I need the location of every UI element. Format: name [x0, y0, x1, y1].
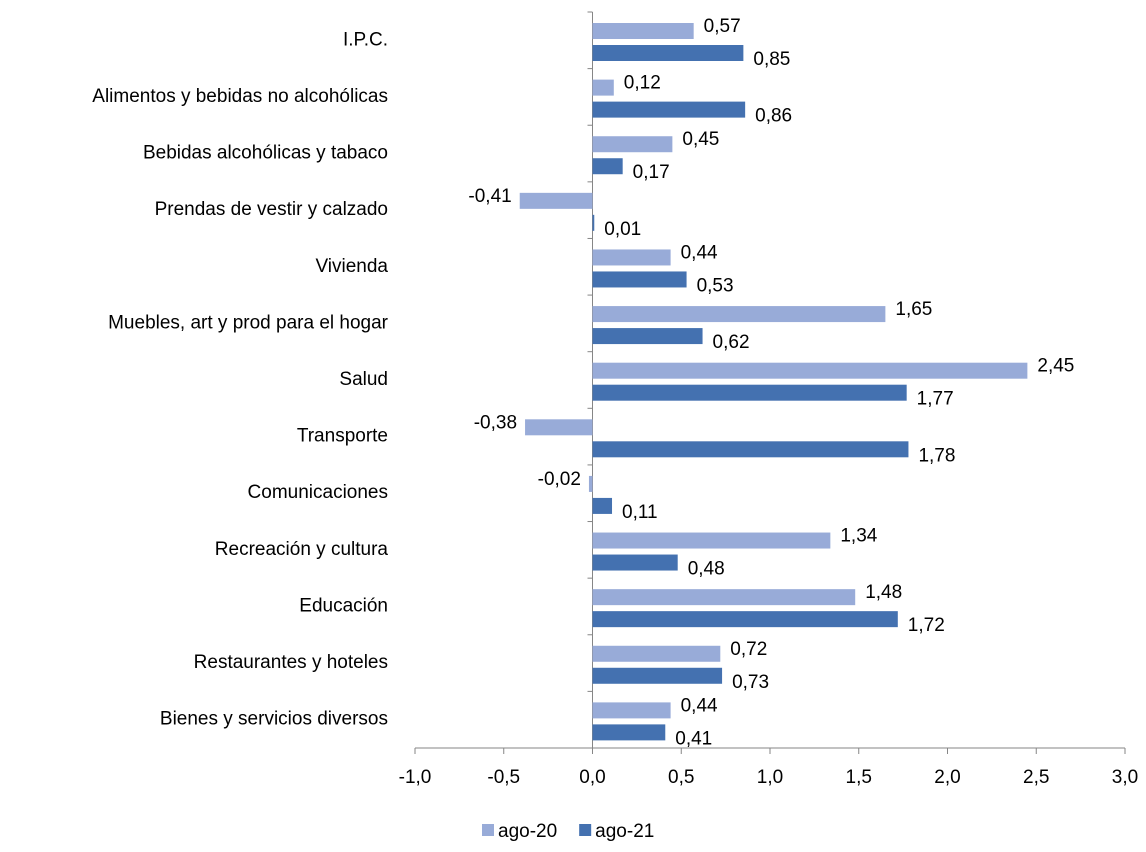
value-label: 0,44 [681, 695, 718, 716]
x-tick-label: 0,5 [668, 767, 694, 788]
category-label: Comunicaciones [248, 482, 388, 503]
value-label: 0,62 [713, 332, 750, 353]
category-label: Transporte [297, 426, 388, 447]
bar [592, 271, 687, 288]
bar [592, 702, 671, 719]
bar [592, 214, 595, 231]
category-label: Salud [339, 369, 388, 390]
bar [592, 101, 746, 118]
value-label: 0,73 [732, 672, 769, 693]
category-label: Educación [299, 595, 388, 616]
legend-swatch [482, 824, 494, 836]
category-label: I.P.C. [343, 29, 388, 50]
bar [592, 554, 678, 571]
value-label: 0,86 [755, 106, 792, 127]
legend-swatch [579, 824, 592, 836]
value-label: 0,01 [604, 219, 641, 240]
category-label: Bebidas alcohólicas y tabaco [143, 143, 388, 164]
bar [592, 249, 671, 266]
bar [592, 384, 907, 401]
bar [592, 497, 613, 514]
value-label: 0,12 [624, 73, 661, 94]
legend-label: ago-20 [498, 821, 557, 842]
value-label: 0,45 [682, 129, 719, 150]
category-label: Recreación y cultura [215, 539, 389, 560]
bar [592, 23, 694, 39]
category-label: Vivienda [315, 256, 388, 277]
bar [592, 589, 856, 606]
bar [519, 192, 593, 209]
x-tick-label: 1,0 [757, 767, 783, 788]
value-label: 0,17 [633, 162, 670, 183]
category-label: Muebles, art y prod para el hogar [108, 312, 389, 333]
value-label: 0,85 [753, 49, 790, 70]
bar [592, 79, 614, 96]
value-label: 1,72 [908, 615, 945, 636]
value-label: 1,34 [840, 526, 877, 547]
bar [592, 362, 1028, 379]
bar [592, 441, 909, 458]
value-label: 0,11 [622, 502, 658, 523]
x-tick-label: 3,0 [1112, 767, 1138, 788]
bar [592, 45, 744, 61]
bar [592, 667, 723, 684]
bar [592, 136, 673, 153]
value-label: 0,53 [697, 275, 734, 296]
category-label: Alimentos y bebidas no alcohólicas [92, 86, 388, 107]
x-tick-label: 0,0 [579, 767, 605, 788]
x-tick-label: 1,5 [846, 767, 872, 788]
value-label: -0,41 [468, 186, 511, 207]
value-label: 0,57 [704, 16, 741, 37]
category-label: Prendas de vestir y calzado [155, 199, 388, 220]
value-label: 0,72 [730, 639, 767, 660]
value-label: -0,38 [474, 412, 517, 433]
bar [592, 645, 721, 662]
x-tick-label: -0,5 [487, 767, 520, 788]
value-label: 1,48 [865, 582, 902, 603]
value-label: -0,02 [538, 469, 581, 490]
bar [525, 419, 593, 436]
legend-label: ago-21 [595, 821, 654, 842]
bar [592, 532, 831, 549]
category-label: Bienes y servicios diversos [160, 709, 388, 730]
value-label: 1,78 [918, 445, 955, 466]
bar [592, 724, 666, 741]
bar [592, 328, 703, 345]
bar [592, 158, 623, 175]
x-tick-label: 2,0 [934, 767, 960, 788]
category-label: Restaurantes y hoteles [194, 652, 388, 673]
value-label: 0,44 [681, 242, 718, 263]
bar [592, 306, 886, 323]
value-label: 0,41 [675, 728, 712, 749]
value-label: 0,48 [688, 559, 725, 580]
x-tick-label: -1,0 [399, 767, 432, 788]
value-label: 1,65 [895, 299, 932, 320]
value-label: 2,45 [1037, 356, 1074, 377]
bar [592, 611, 898, 628]
x-tick-label: 2,5 [1023, 767, 1049, 788]
bar [588, 475, 593, 492]
value-label: 1,77 [917, 389, 954, 410]
